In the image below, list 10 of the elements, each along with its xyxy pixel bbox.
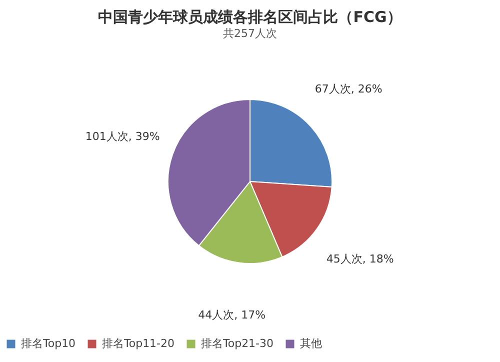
legend-label: 其他	[300, 337, 322, 350]
data-label: 45人次, 18%	[326, 252, 394, 266]
chart-title: 中国青少年球员成绩各排名区间占比（FCG）	[98, 8, 402, 26]
legend-label: 排名Top21-30	[201, 337, 274, 350]
legend-label: 排名Top11-20	[102, 337, 175, 350]
data-label: 101人次, 39%	[85, 130, 160, 143]
data-label: 67人次, 26%	[314, 82, 382, 96]
legend-label: 排名Top10	[21, 337, 76, 350]
data-label: 44人次, 17%	[198, 308, 266, 322]
chart-subtitle: 共257人次	[223, 27, 277, 40]
